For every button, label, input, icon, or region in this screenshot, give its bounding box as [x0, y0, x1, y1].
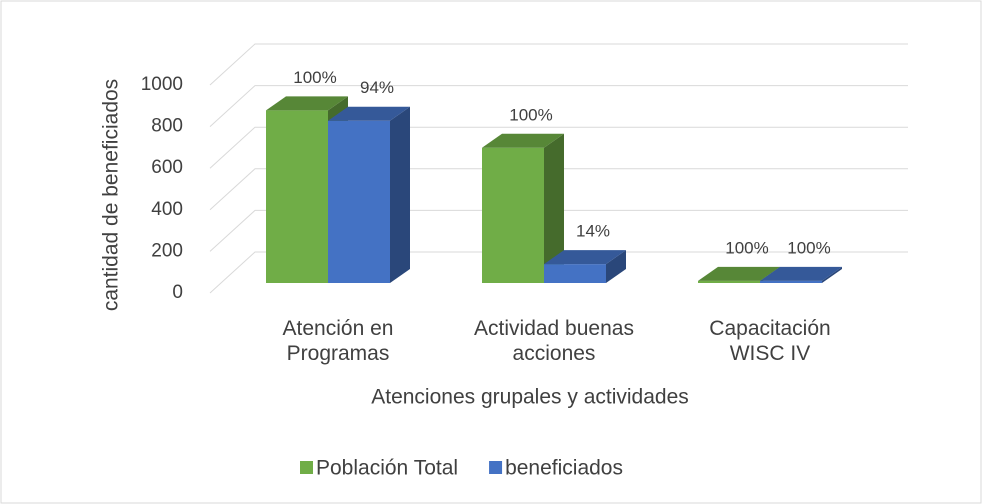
y-tick-label: 800 — [151, 116, 183, 137]
grid-line — [209, 126, 908, 169]
x-tick-label: Atención en Programas — [282, 317, 394, 365]
data-label: 100% — [509, 105, 552, 124]
bar-front — [482, 147, 544, 283]
x-tick-label: Actividad buenas acciones — [474, 317, 634, 365]
bar-front — [328, 120, 390, 283]
bar-top — [266, 96, 348, 111]
legend-label: beneficiados — [505, 457, 623, 480]
bar-front — [266, 110, 328, 283]
grid-line — [209, 209, 908, 252]
bar-front — [544, 264, 606, 283]
y-tick-label: 1000 — [141, 74, 183, 95]
bar-front — [698, 280, 760, 283]
bar-side — [606, 250, 626, 283]
grid-line — [209, 251, 908, 294]
bar — [482, 133, 564, 283]
y-tick-label: 400 — [151, 199, 183, 220]
bar-top — [328, 106, 410, 121]
bar-side — [390, 106, 410, 283]
x-tick-label: Capacitación WISC IV — [709, 317, 831, 365]
x-axis-title: Atenciones grupales y actividades — [371, 386, 689, 409]
bar-top — [760, 266, 842, 281]
bar-top — [544, 250, 626, 265]
y-tick-label: 200 — [151, 240, 183, 261]
legend-swatch — [300, 461, 313, 474]
data-label: 100% — [787, 238, 830, 257]
grid-line — [209, 85, 908, 127]
grid-line — [209, 168, 908, 211]
data-label: 100% — [293, 68, 336, 87]
bar-top — [482, 133, 564, 148]
bar-top — [698, 266, 780, 281]
legend-label: Población Total — [316, 457, 458, 480]
y-axis-title: cantidad de beneficiados — [100, 79, 123, 311]
y-tick-label: 600 — [151, 157, 183, 178]
bar-side — [544, 133, 564, 283]
bar-side — [822, 266, 842, 283]
y-tick-label: 0 — [172, 282, 183, 303]
bar-front — [760, 280, 822, 283]
data-label: 100% — [725, 238, 768, 257]
data-label: 94% — [360, 78, 394, 97]
data-label: 14% — [576, 222, 610, 241]
bar — [760, 266, 842, 283]
grid-line — [209, 43, 908, 86]
bar — [544, 250, 626, 283]
bar — [328, 106, 410, 283]
legend-swatch — [489, 461, 503, 474]
